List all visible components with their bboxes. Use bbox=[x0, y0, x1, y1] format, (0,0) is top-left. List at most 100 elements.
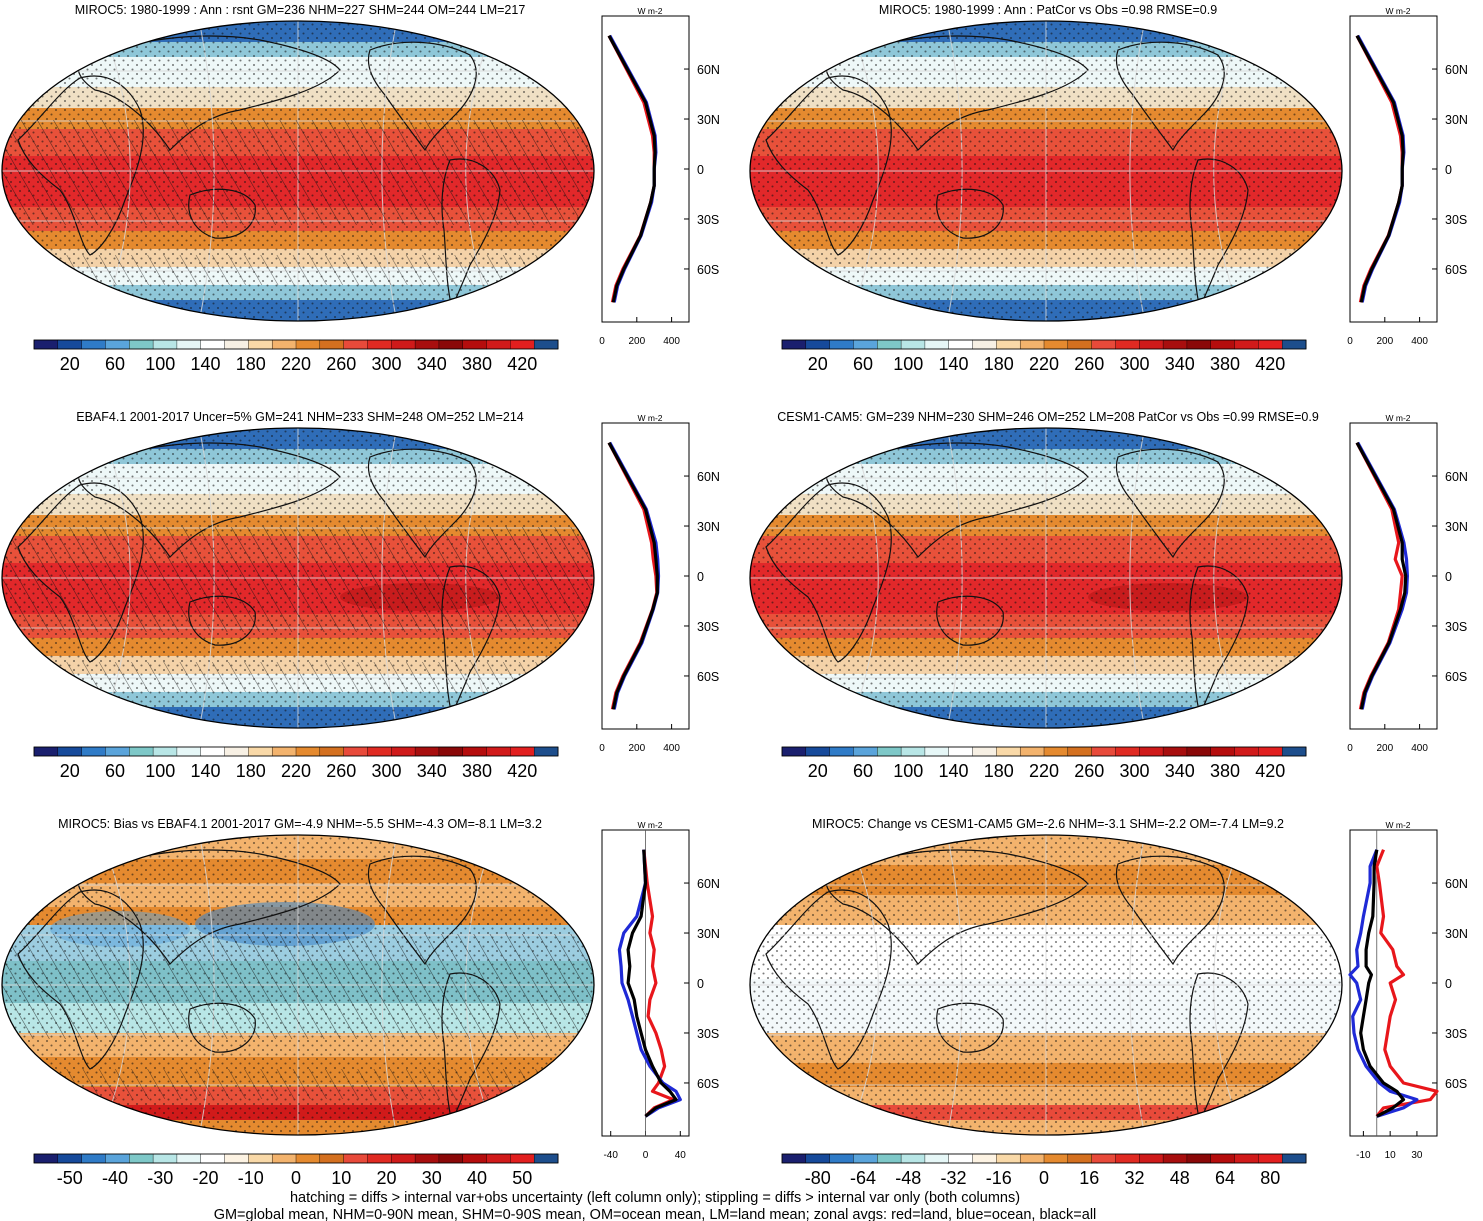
colorbar-swatch bbox=[33, 1153, 59, 1164]
colorbar-tick-label: 48 bbox=[1170, 1168, 1190, 1188]
panel-p2: MIROC5: 1980-1999 : Ann : PatCor vs Obs … bbox=[749, 3, 1468, 374]
zonal-lat-label: 60N bbox=[1445, 470, 1468, 484]
zonal-panel: W m-2 60N 30N 0 30S 60S 0 200 400 bbox=[1347, 413, 1468, 754]
zonal-lat-label: 30S bbox=[1445, 213, 1467, 227]
colorbar-swatch bbox=[510, 1153, 535, 1164]
colorbar-swatch bbox=[295, 1153, 321, 1164]
zonal-panel: W m-2 60N 30N 0 30S 60S 0 200 400 bbox=[599, 6, 720, 347]
zonal-lat-label: 60S bbox=[697, 670, 719, 684]
zonal-x-tick-label: -40 bbox=[603, 1150, 618, 1161]
map-border bbox=[749, 20, 1343, 322]
colorbar-swatch bbox=[176, 746, 202, 757]
colorbar-tick-label: 60 bbox=[853, 354, 873, 374]
zonal-x-tick-label: 0 bbox=[1347, 336, 1353, 347]
colorbar-tick-label: 140 bbox=[938, 761, 968, 781]
colorbar-swatch bbox=[1258, 339, 1283, 350]
zonal-lat-label: 0 bbox=[1445, 977, 1452, 991]
colorbar-swatch bbox=[805, 1153, 831, 1164]
colorbar-tick-label: 220 bbox=[281, 761, 311, 781]
zonal-x-tick-label: 200 bbox=[628, 336, 645, 347]
colorbar-swatch bbox=[972, 746, 997, 757]
zonal-x-tick-label: 10 bbox=[1385, 1150, 1397, 1161]
colorbar-swatch bbox=[900, 1153, 926, 1164]
colorbar-swatch bbox=[176, 1153, 202, 1164]
colorbar-swatch bbox=[81, 746, 106, 757]
colorbar-swatch bbox=[1067, 339, 1093, 350]
colorbar-swatch bbox=[57, 746, 83, 757]
colorbar-frame bbox=[33, 1153, 559, 1164]
colorbar-swatch bbox=[1258, 746, 1283, 757]
colorbar-swatch bbox=[486, 1153, 511, 1164]
zonal-x-tick-label: 200 bbox=[1376, 743, 1393, 754]
colorbar-tick-label: 100 bbox=[893, 354, 923, 374]
colorbar-swatch bbox=[1234, 1153, 1259, 1164]
colorbar-swatch bbox=[486, 746, 511, 757]
colorbar-tick-label: -32 bbox=[940, 1168, 966, 1188]
zonal-x-tick-label: 40 bbox=[675, 1150, 687, 1161]
zonal-lat-label: 60N bbox=[697, 63, 720, 77]
colorbar-tick-label: 260 bbox=[1074, 761, 1104, 781]
colorbar-swatch bbox=[1043, 1153, 1069, 1164]
colorbar-swatch bbox=[343, 1153, 368, 1164]
colorbar-swatch bbox=[1139, 746, 1164, 757]
footer-note-hatching: hatching = diffs > internal var+obs unce… bbox=[290, 1190, 1020, 1206]
colorbar-swatch bbox=[1091, 746, 1116, 757]
colorbar-tick-label: 260 bbox=[326, 354, 356, 374]
colorbar-frame bbox=[781, 339, 1307, 350]
zonal-unit-label: W m-2 bbox=[638, 413, 663, 423]
colorbar-tick-label: 50 bbox=[512, 1168, 532, 1188]
hatching bbox=[2, 662, 594, 692]
colorbar-tick-label: 260 bbox=[1074, 354, 1104, 374]
colorbar-swatch bbox=[391, 746, 416, 757]
colorbar-tick-label: -10 bbox=[238, 1168, 264, 1188]
colorbar-swatch bbox=[343, 339, 368, 350]
panel-p6: MIROC5: Change vs CESM1-CAM5 GM=-2.6 NHM… bbox=[749, 817, 1468, 1188]
zonal-x-tick-label: 200 bbox=[1376, 336, 1393, 347]
colorbar-swatch bbox=[948, 1153, 974, 1164]
colorbar-swatch bbox=[1091, 1153, 1116, 1164]
colorbar-tick-label: -20 bbox=[192, 1168, 218, 1188]
hatching bbox=[2, 1069, 594, 1099]
colorbar-tick-label: 100 bbox=[145, 761, 175, 781]
colorbar-tick-label: 16 bbox=[1079, 1168, 1099, 1188]
colorbar-swatch bbox=[1139, 1153, 1164, 1164]
hatching bbox=[2, 255, 594, 285]
zonal-panel: W m-2 60N 30N 0 30S 60S 0 200 400 bbox=[1347, 6, 1468, 347]
colorbar-swatch bbox=[271, 1153, 297, 1164]
colorbar-swatch bbox=[438, 339, 464, 350]
colorbar-swatch bbox=[224, 339, 249, 350]
colorbar-swatch bbox=[900, 746, 926, 757]
panel-title: MIROC5: 1980-1999 : Ann : rsnt GM=236 NH… bbox=[75, 3, 526, 17]
map-field bbox=[2, 21, 594, 321]
colorbar-swatch bbox=[1139, 339, 1164, 350]
colorbar-tick-label: 100 bbox=[145, 354, 175, 374]
colorbar-swatch bbox=[1019, 746, 1045, 757]
zonal-unit-label: W m-2 bbox=[638, 6, 663, 16]
colorbar-tick-label: 220 bbox=[281, 354, 311, 374]
colorbar-tick-label: 30 bbox=[422, 1168, 442, 1188]
colorbar-swatch bbox=[781, 1153, 807, 1164]
zonal-lat-label: 60N bbox=[697, 470, 720, 484]
zonal-lat-label: 60S bbox=[697, 263, 719, 277]
colorbar-swatch bbox=[1210, 339, 1236, 350]
colorbar-swatch bbox=[533, 1153, 559, 1164]
panel-p4: CESM1-CAM5: GM=239 NHM=230 SHM=246 OM=25… bbox=[749, 410, 1468, 781]
map-field bbox=[750, 21, 1342, 321]
colorbar-tick-label: 180 bbox=[236, 354, 266, 374]
zonal-x-tick-label: 400 bbox=[663, 743, 680, 754]
colorbar-tick-label: 380 bbox=[1210, 761, 1240, 781]
panels-root: MIROC5: 1980-1999 : Ann : rsnt GM=236 NH… bbox=[1, 3, 1468, 1188]
colorbar-swatch bbox=[129, 746, 154, 757]
colorbar-swatch bbox=[414, 339, 440, 350]
zonal-lat-label: 60S bbox=[697, 1077, 719, 1091]
colorbar-swatch bbox=[248, 746, 273, 757]
colorbar-swatch bbox=[248, 1153, 273, 1164]
zonal-lat-label: 30S bbox=[697, 1027, 719, 1041]
colorbar-tick-label: 180 bbox=[236, 761, 266, 781]
colorbar-swatch bbox=[1281, 339, 1307, 350]
zonal-line-all bbox=[607, 441, 659, 710]
colorbar-swatch bbox=[295, 746, 321, 757]
panel-p3: EBAF4.1 2001-2017 Uncer=5% GM=241 NHM=23… bbox=[1, 410, 720, 781]
colorbar-tick-label: 300 bbox=[1119, 761, 1149, 781]
colorbar-swatch bbox=[152, 339, 178, 350]
